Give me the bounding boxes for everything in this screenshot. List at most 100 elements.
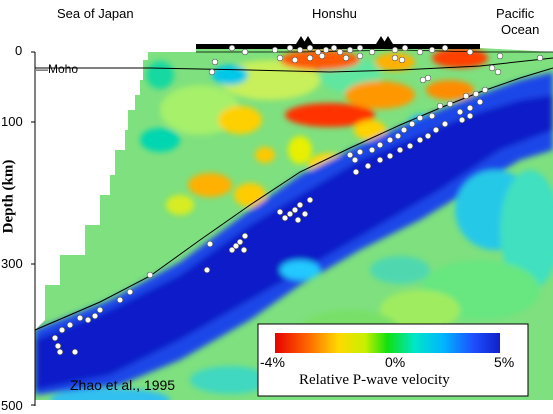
- hypocenter-dot: [416, 136, 424, 144]
- hypocenter-dot: [232, 242, 240, 250]
- hypocenter-dot: [368, 48, 376, 56]
- hypocenter-dot: [306, 196, 314, 204]
- hypocenter-dot: [58, 326, 66, 334]
- hypocenter-dot: [428, 46, 436, 54]
- hypocenter-dot: [346, 46, 354, 54]
- hypocenter-dot: [466, 104, 474, 112]
- hypocenter-dot: [276, 208, 284, 216]
- hypocenter-dot: [342, 54, 350, 62]
- hypocenter-dot: [236, 238, 244, 246]
- hypocenter-dot: [364, 162, 372, 170]
- colorbar-title: Relative P-wave velocity: [299, 372, 450, 388]
- moho-line: [35, 57, 553, 73]
- hypocenter-dot: [394, 132, 402, 140]
- hypocenter-dot: [84, 316, 92, 324]
- hypocenter-dot: [391, 46, 399, 54]
- hypocenter-dot: [386, 136, 394, 144]
- hypocenter-dot: [401, 44, 409, 52]
- hypocenter-dot: [271, 46, 279, 54]
- colorbar-min-label: -4%: [260, 354, 285, 370]
- hypocenter-dot: [456, 108, 464, 116]
- colorbar-mid-label: 0%: [385, 354, 406, 370]
- hypocenter-dot: [306, 44, 314, 52]
- hypocenter-dot: [318, 52, 326, 60]
- hypocenter-dot: [208, 68, 216, 76]
- hypocenter-dot: [436, 102, 444, 110]
- hypocenter-dot: [291, 206, 299, 214]
- depth-tick-0: 0: [15, 43, 23, 58]
- moho-label-text: Moho: [48, 62, 79, 76]
- hypocenter-dot: [286, 44, 294, 52]
- hypocenter-dot: [241, 232, 249, 240]
- hypocenter-dot: [322, 46, 330, 54]
- hypocenter-dot: [281, 214, 289, 222]
- hypocenter-dot: [228, 246, 236, 254]
- hypocenter-dot: [481, 86, 489, 94]
- hypocenter-dot: [416, 48, 424, 56]
- hypocenter-dot: [386, 152, 394, 160]
- depth-tick-100: 100: [1, 114, 23, 129]
- hypocenter-dot: [356, 148, 364, 156]
- hypocenter-dot: [54, 342, 62, 350]
- region-label-honshu: Honshu: [312, 6, 357, 21]
- hypocenter-dot: [408, 120, 416, 128]
- hypocenter-dot: [211, 58, 219, 66]
- colorbar-max-label: 5%: [494, 354, 515, 370]
- hypocenter-dot: [66, 321, 74, 329]
- hypocenter-dot: [146, 271, 154, 279]
- hypocenter-dot: [428, 112, 436, 120]
- hypocenter-dot: [396, 146, 404, 154]
- hypocenter-dot: [406, 142, 414, 150]
- hypocenter-dot: [51, 334, 59, 342]
- hypocenter-dot: [368, 146, 376, 154]
- hypocenter-dot: [466, 48, 474, 56]
- hypocenter-dot: [351, 156, 359, 164]
- hypocenter-dot: [276, 54, 284, 62]
- hypocenter-dot: [424, 132, 432, 140]
- hypocenter-dot: [398, 56, 406, 64]
- region-label-sea-of-japan: Sea of Japan: [57, 6, 134, 21]
- hypocenter-dot: [296, 46, 304, 54]
- hypocenter-dot: [352, 168, 360, 176]
- hypocenter-dot: [400, 126, 408, 134]
- hypocenter-dot: [228, 44, 236, 52]
- hypocenter-dot: [391, 54, 399, 62]
- depth-axis-label: Depth (km): [0, 159, 17, 234]
- hypocenter-dot: [241, 48, 249, 56]
- hypocenter-dot: [116, 296, 124, 304]
- hypocenter-dot: [419, 76, 427, 84]
- hypocenter-dot: [416, 114, 424, 122]
- depth-axis: [31, 51, 36, 406]
- hypocenter-dot: [240, 246, 248, 254]
- hypocenter-dot: [314, 48, 322, 56]
- hypocenter-dot: [336, 48, 344, 56]
- depth-tick-300: 300: [1, 256, 23, 271]
- surface-line: [196, 49, 553, 53]
- hypocenter-dot: [330, 44, 338, 52]
- hypocenter-dot: [306, 54, 314, 62]
- hypocenter-dot: [466, 112, 474, 120]
- hypocenter-dot: [446, 100, 454, 108]
- hypocenter-dot: [294, 216, 302, 224]
- hypocenter-dot: [476, 98, 484, 106]
- hypocenter-dot: [488, 64, 496, 72]
- hypocenter-dot: [203, 266, 211, 274]
- colorbar-gradient: [275, 333, 500, 353]
- honshu-land-bar: [196, 44, 480, 49]
- hypocenter-dot: [346, 151, 354, 159]
- hypocenter-dot: [432, 126, 440, 134]
- moho-dash: —: [36, 62, 48, 76]
- volcano-icon: [296, 36, 393, 44]
- region-label-pacific: Pacific: [496, 6, 535, 21]
- hypocenter-dot: [496, 52, 504, 60]
- hypocenter-dot: [91, 312, 99, 320]
- hypocenter-dot: [441, 120, 449, 128]
- hypocenter-dot: [96, 306, 104, 314]
- earthquake-hypocenters: [51, 44, 544, 356]
- hypocenter-dot: [536, 54, 544, 62]
- hypocenter-dot: [356, 44, 364, 52]
- hypocenter-dot: [494, 68, 502, 76]
- hypocenter-dot: [472, 90, 480, 98]
- hypocenter-dot: [356, 52, 364, 60]
